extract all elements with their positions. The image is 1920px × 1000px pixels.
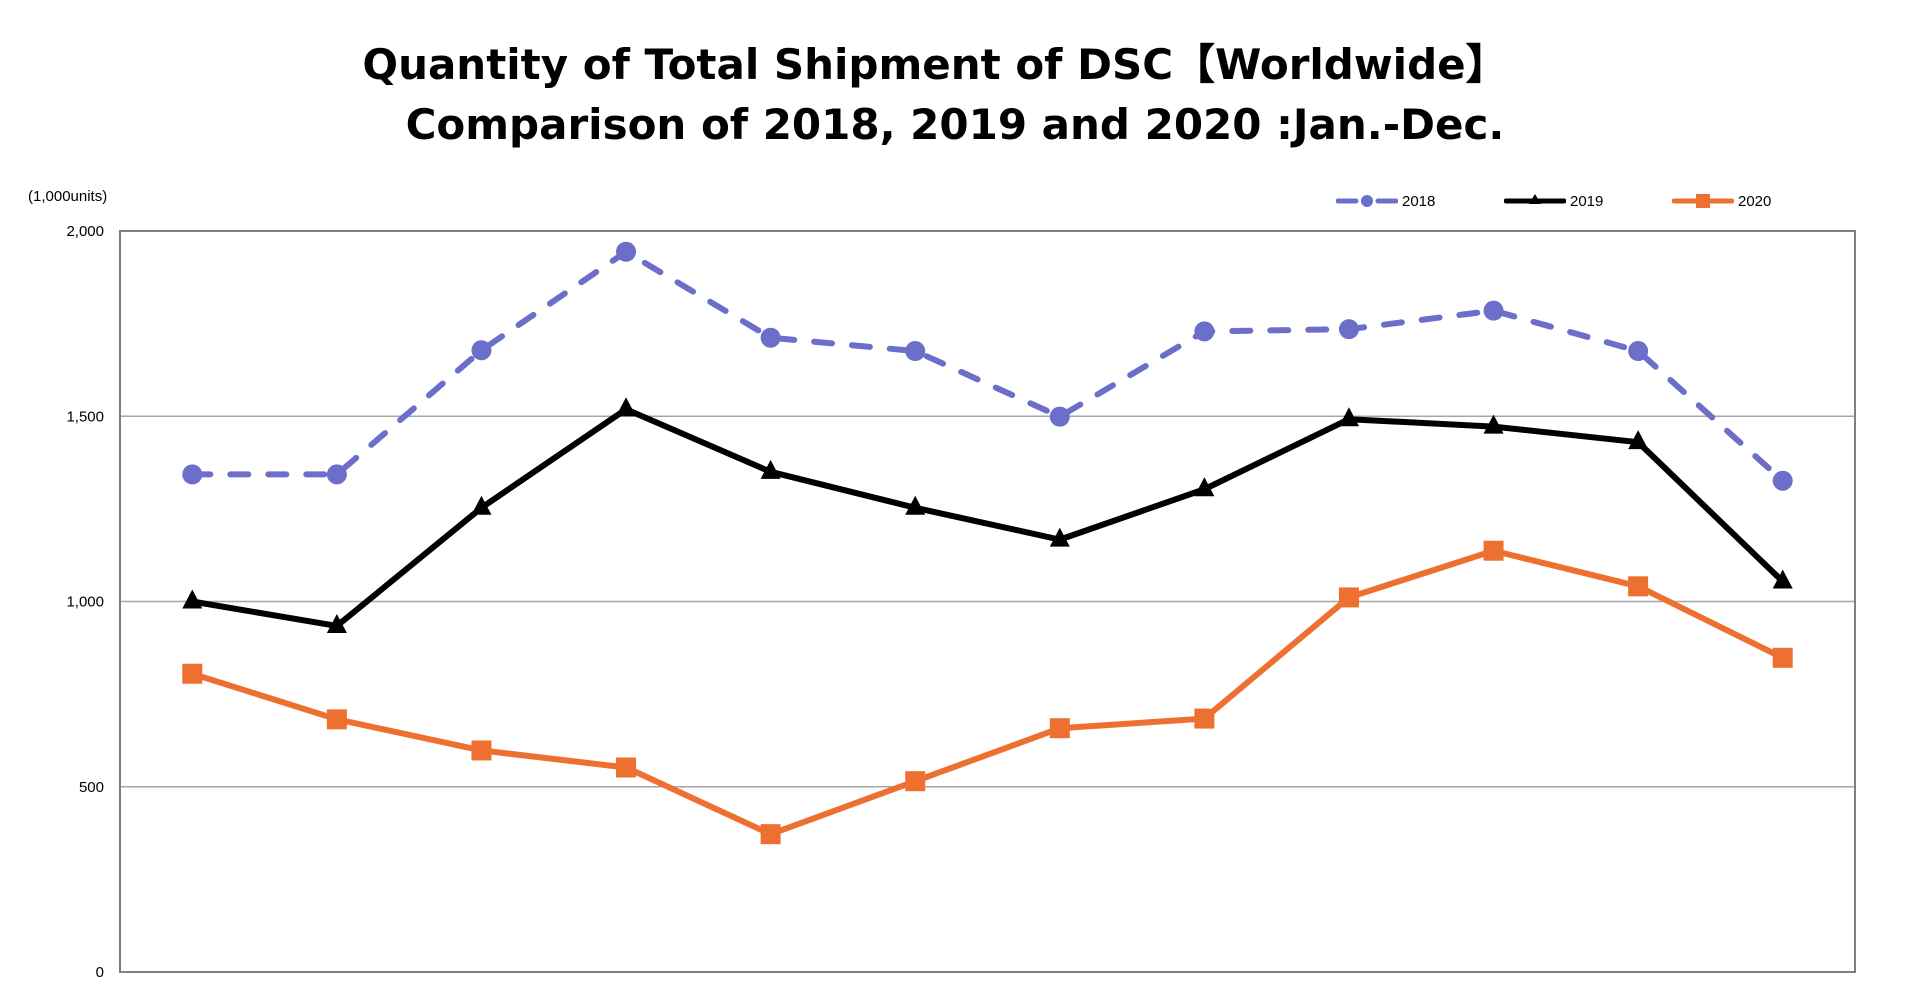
y-tick-label-1500: 1,500: [66, 408, 104, 425]
y-tick-label-1000: 1,000: [66, 594, 104, 611]
data-point-2020-jun: [905, 771, 926, 792]
data-point-2018-dec: [1772, 470, 1793, 491]
legend-label-2018: 2018: [1402, 192, 1436, 210]
data-point-2019-jan: [182, 589, 203, 609]
data-point-2020-aug: [1194, 708, 1215, 729]
data-point-2018-sep: [1338, 319, 1359, 340]
data-point-2020-mar: [471, 740, 492, 761]
data-point-2019-aug: [1194, 477, 1215, 497]
data-point-2020-apr: [616, 757, 637, 778]
data-point-2020-may: [760, 824, 781, 845]
data-point-2018-mar: [471, 340, 492, 361]
data-point-2019-sep: [1338, 407, 1359, 427]
data-point-2018-apr: [616, 241, 637, 262]
legend-item-2020: 2020: [1672, 190, 1771, 212]
data-point-2019-nov: [1628, 430, 1649, 450]
chart-title: Quantity of Total Shipment of DSC【Worldw…: [362, 40, 1508, 89]
data-point-2018-oct: [1483, 300, 1504, 321]
data-point-2019-apr: [616, 397, 637, 417]
y-tick-label-0: 0: [96, 964, 104, 981]
plot-area-border: [119, 230, 1856, 973]
data-point-2019-jun: [905, 495, 926, 515]
legend-label-2020: 2020: [1738, 192, 1772, 210]
data-point-2019-oct: [1483, 414, 1504, 434]
data-point-2019-jul: [1049, 527, 1070, 547]
data-point-2020-jan: [182, 663, 203, 684]
data-point-2018-feb: [326, 464, 347, 485]
data-point-2019-mar: [471, 495, 492, 515]
data-point-2018-jul: [1049, 406, 1070, 427]
legend-item-2018: 2018: [1336, 190, 1435, 212]
legend-label-2019: 2019: [1570, 192, 1604, 210]
legend-swatch-2020: [1672, 194, 1734, 208]
y-tick-label-2000: 2,000: [66, 223, 104, 240]
series-line-2020: [189, 547, 1786, 838]
data-point-2020-jul: [1049, 718, 1070, 739]
legend-swatch-2019: [1504, 194, 1566, 204]
data-point-2018-jun: [905, 341, 926, 362]
data-point-2020-nov: [1628, 576, 1649, 597]
legend-swatch-2018: [1336, 195, 1398, 207]
y-tick-label-500: 500: [79, 779, 104, 796]
data-point-2018-jan: [182, 464, 203, 485]
series-line-2019: [189, 406, 1786, 629]
data-point-2020-dec: [1772, 647, 1793, 668]
legend-item-2019: 2019: [1504, 190, 1603, 212]
data-point-2019-may: [760, 459, 781, 479]
data-point-2018-may: [760, 327, 781, 348]
data-point-2018-aug: [1194, 321, 1215, 342]
chart-subtitle: Comparison of 2018, 2019 and 2020 :Jan.-…: [405, 100, 1505, 149]
series-line-2018: [189, 248, 1786, 484]
data-point-2019-dec: [1772, 569, 1793, 589]
y-axis-unit-label: (1,000units): [28, 188, 108, 205]
data-point-2020-oct: [1483, 540, 1504, 561]
data-point-2019-feb: [326, 613, 347, 633]
data-point-2020-feb: [326, 709, 347, 730]
data-point-2018-nov: [1628, 341, 1649, 362]
data-point-2020-sep: [1338, 587, 1359, 608]
